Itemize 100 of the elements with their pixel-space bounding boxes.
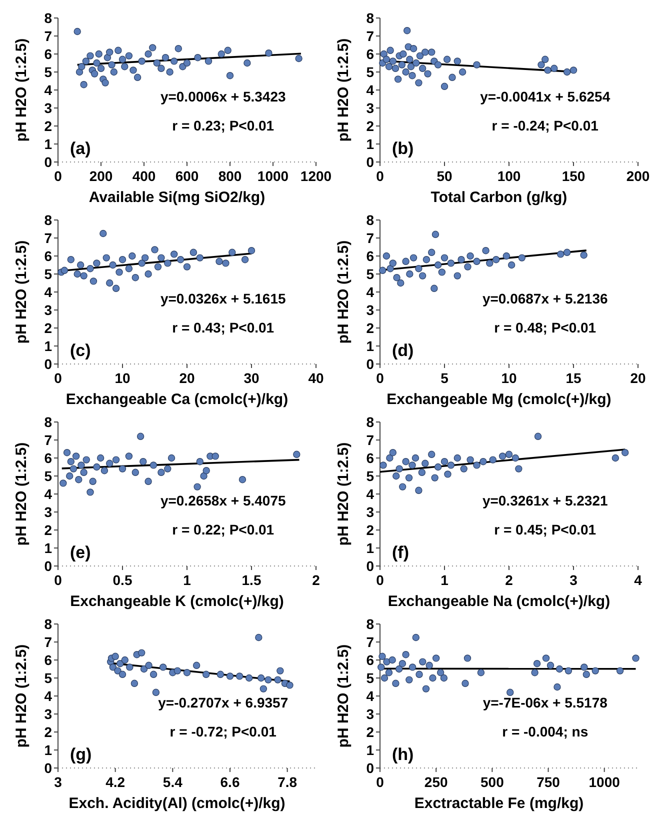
point — [118, 465, 126, 472]
annotation: (f) — [392, 543, 409, 562]
point — [422, 48, 429, 56]
y-tick-label: 2 — [44, 118, 52, 134]
point — [66, 472, 74, 480]
x-tick-label: 5.4 — [162, 774, 183, 790]
point — [447, 462, 455, 469]
y-tick-label: 3 — [44, 302, 52, 318]
point — [212, 452, 219, 460]
point — [447, 260, 455, 267]
y-tick-label: 5 — [366, 266, 374, 282]
point — [202, 467, 210, 474]
point — [406, 56, 414, 63]
point — [116, 660, 124, 668]
point — [154, 263, 162, 270]
y-tick-label: 2 — [44, 522, 52, 538]
point — [82, 456, 90, 464]
point — [121, 656, 128, 664]
point — [112, 652, 119, 660]
point — [134, 74, 142, 81]
point — [228, 248, 236, 256]
point — [76, 261, 84, 269]
x-tick-label: 1000 — [588, 774, 620, 790]
point — [582, 670, 590, 678]
x-tick-label: 200 — [626, 168, 650, 184]
point — [170, 58, 178, 65]
y-tick-label: 1 — [366, 136, 374, 152]
point — [392, 64, 400, 72]
point — [394, 76, 402, 83]
point — [464, 654, 472, 662]
y-tick-label: 6 — [44, 46, 52, 62]
point — [396, 465, 403, 472]
point — [428, 248, 436, 256]
point — [80, 468, 88, 476]
point — [106, 48, 114, 56]
y-tick-label: 2 — [44, 724, 52, 740]
y-tick-label: 3 — [366, 504, 374, 520]
point — [408, 664, 416, 671]
point — [393, 274, 400, 282]
y-tick-label: 4 — [44, 284, 52, 300]
x-tick-label: 250 — [424, 774, 448, 790]
point — [183, 263, 191, 270]
x-axis-title: Exchangeable K (cmolc(+)/kg) — [70, 593, 284, 610]
point — [248, 247, 256, 254]
point — [389, 449, 396, 456]
y-tick-label: 1 — [366, 338, 374, 354]
point — [93, 59, 100, 67]
y-tick-label: 1 — [44, 338, 52, 354]
y-tick-label: 8 — [44, 414, 52, 430]
y-tick-label: 8 — [366, 414, 374, 430]
point — [557, 250, 564, 258]
point — [80, 272, 88, 280]
y-axis-title: pH H2O (1:2.5) — [13, 644, 30, 748]
point — [104, 54, 112, 62]
point — [138, 260, 146, 267]
point — [158, 468, 165, 476]
x-tick-label: 600 — [175, 168, 199, 184]
point — [116, 268, 123, 276]
point — [418, 272, 426, 280]
point — [194, 483, 201, 490]
point — [160, 664, 167, 671]
point — [542, 56, 549, 63]
point — [622, 449, 629, 456]
x-tick-label: 0 — [376, 572, 384, 588]
y-tick-label: 1 — [44, 742, 52, 758]
point — [392, 472, 400, 480]
point — [592, 667, 599, 674]
point — [492, 256, 500, 264]
point — [76, 68, 84, 76]
point — [138, 649, 146, 656]
point — [141, 254, 149, 262]
point — [563, 248, 571, 256]
y-tick-label: 3 — [44, 504, 52, 520]
point — [546, 662, 554, 669]
point — [486, 260, 494, 267]
point — [512, 454, 520, 462]
x-tick-label: 4.2 — [106, 774, 126, 790]
point — [265, 50, 272, 57]
x-tick-label: 1200 — [300, 168, 332, 184]
point — [533, 660, 541, 668]
point — [473, 61, 480, 68]
point — [80, 81, 88, 88]
y-tick-label: 1 — [366, 540, 374, 556]
x-tick-label: 1.5 — [242, 572, 262, 588]
y-tick-label: 3 — [366, 100, 374, 116]
annotation: (h) — [392, 745, 414, 764]
y-tick-label: 8 — [366, 212, 374, 228]
annotation: r = -0.72; P<0.01 — [170, 723, 277, 740]
point — [246, 674, 253, 682]
point — [82, 58, 90, 65]
y-tick-label: 0 — [44, 760, 52, 776]
point — [438, 268, 446, 276]
point — [132, 274, 139, 282]
y-tick-label: 2 — [366, 522, 374, 538]
point — [200, 472, 208, 480]
point — [388, 656, 396, 664]
point — [434, 61, 442, 68]
point — [190, 248, 198, 256]
point — [63, 449, 71, 456]
point — [489, 456, 496, 464]
